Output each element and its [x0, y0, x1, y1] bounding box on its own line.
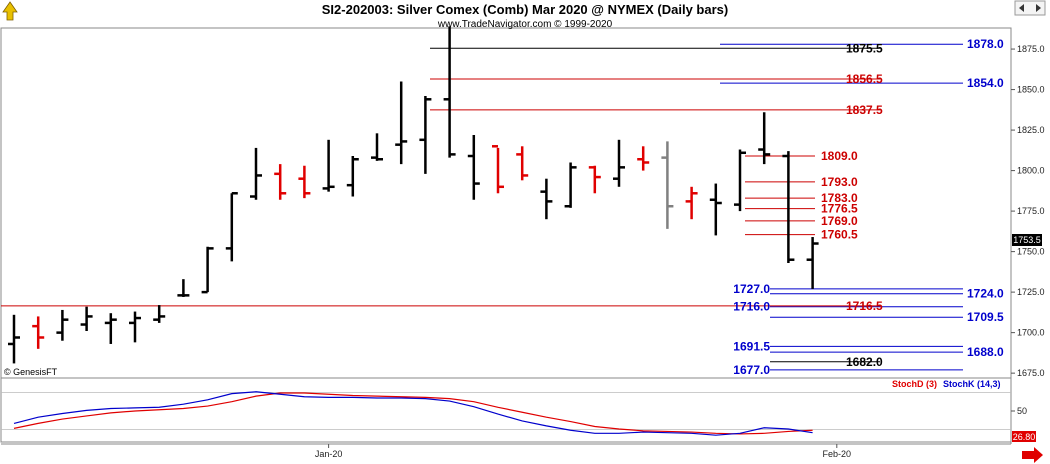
- y-tick-label: 1675.0: [1017, 368, 1045, 378]
- current-price-label: 1753.5: [1013, 235, 1041, 245]
- level-lines: [1, 43, 963, 371]
- x-tick-label: Feb-20: [823, 449, 852, 459]
- copyright-label: © GenesisFT: [4, 367, 58, 377]
- level-label: 1793.0: [821, 175, 858, 189]
- level-label: 1837.5: [846, 103, 883, 117]
- stoch-k-line: [13, 391, 813, 436]
- level-label: 1856.5: [846, 72, 883, 86]
- price-axis-ticks: 1675.0 1700.0 1725.0 1750.0 1775.0 1800.0 1825…: [1011, 44, 1045, 378]
- level-label: 1875.5: [846, 41, 883, 55]
- y-tick-label: 1700.0: [1017, 328, 1045, 338]
- y-tick-label: 1750.0: [1017, 247, 1045, 257]
- level-label: 1760.5: [821, 228, 858, 242]
- stoch-value-label: 26.80: [1013, 432, 1036, 442]
- chart-subtitle: www.TradeNavigator.com © 1999-2020: [437, 19, 613, 30]
- legend-stoch-k: StochK (14,3): [943, 379, 1001, 389]
- current-price-tag: [1012, 234, 1042, 246]
- level-label: 1682.0: [846, 355, 883, 369]
- level-label: 1716.5: [846, 299, 883, 313]
- level-label: 1677.0: [733, 363, 770, 377]
- stoch-grid: [1, 391, 1011, 431]
- level-label: 1724.0: [967, 287, 1004, 301]
- level-label: 1727.0: [733, 282, 770, 296]
- y-tick-label: 1775.0: [1017, 206, 1045, 216]
- price-bars: [8, 26, 819, 364]
- scroll-right-arrow-icon[interactable]: [1022, 447, 1043, 463]
- level-label: 1769.0: [821, 214, 858, 228]
- stoch-value-tag: [1012, 431, 1036, 442]
- level-label: 1783.0: [821, 191, 858, 205]
- level-label: 1716.0: [733, 300, 770, 314]
- legend-stoch-d: StochD (3): [892, 379, 937, 389]
- level-label: 1688.0: [967, 345, 1004, 359]
- level-label: 1709.5: [967, 310, 1004, 324]
- price-scale-arrows-icon[interactable]: [1014, 0, 1046, 16]
- level-label: 1809.0: [821, 149, 858, 163]
- x-tick-label: Jan-20: [315, 449, 343, 459]
- chart-title: SI2-202003: Silver Comex (Comb) Mar 2020…: [322, 2, 728, 17]
- level-label: 1854.0: [967, 76, 1004, 90]
- level-label: 1878.0: [967, 37, 1004, 51]
- stoch-lines: [13, 391, 813, 436]
- level-label: 1776.5: [821, 202, 858, 216]
- level-labels: 1875.5 1878.0 1856.5 1854.0 1837.5 1809.0 1793…: [733, 37, 1004, 377]
- y-tick-label: 1850.0: [1017, 85, 1045, 95]
- y-tick-label: 1800.0: [1017, 166, 1045, 176]
- level-label: 1691.5: [733, 339, 770, 353]
- stoch-axis-ticks: 50: [1011, 406, 1027, 416]
- stoch-d-line: [13, 392, 813, 435]
- up-arrow-icon[interactable]: [2, 1, 18, 21]
- stoch-tick-label: 50: [1017, 406, 1027, 416]
- y-tick-label: 1725.0: [1017, 287, 1045, 297]
- y-tick-label: 1875.0: [1017, 44, 1045, 54]
- y-tick-label: 1825.0: [1017, 125, 1045, 135]
- time-axis-ticks: Jan-20 Feb-20: [315, 444, 851, 459]
